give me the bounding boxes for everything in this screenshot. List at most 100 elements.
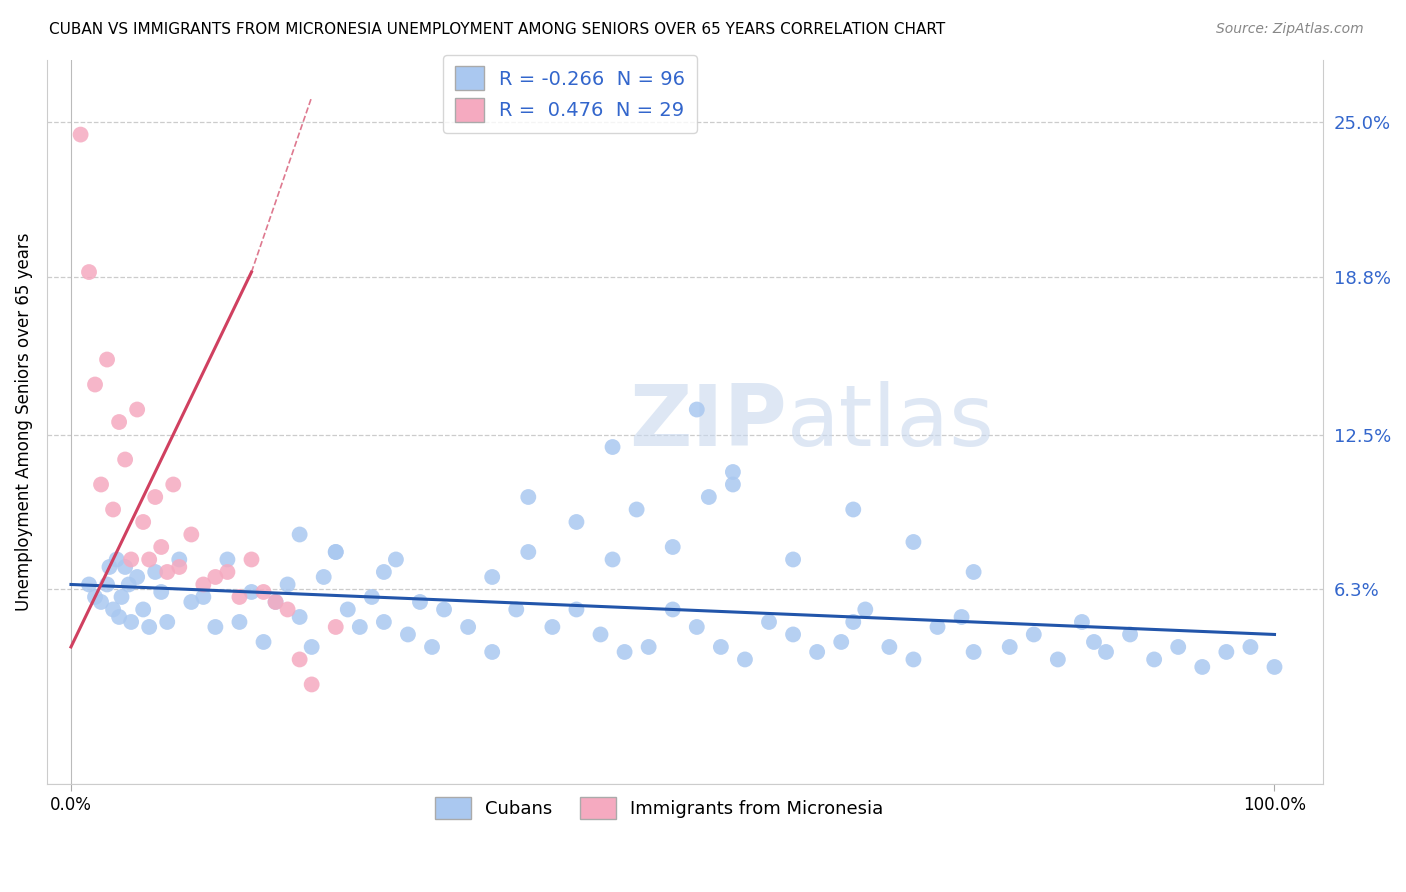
Text: Source: ZipAtlas.com: Source: ZipAtlas.com [1216,22,1364,37]
Point [120,552,142,566]
Point [830,635,852,649]
Point [1239,640,1261,654]
Point [1167,640,1189,654]
Point [481,645,503,659]
Point [84,377,107,392]
Point [962,565,984,579]
Point [1143,652,1166,666]
Point [637,640,659,654]
Point [541,620,564,634]
Point [385,552,408,566]
Point [721,477,744,491]
Point [325,620,347,634]
Point [998,640,1021,654]
Text: CUBAN VS IMMIGRANTS FROM MICRONESIA UNEMPLOYMENT AMONG SENIORS OVER 65 YEARS COR: CUBAN VS IMMIGRANTS FROM MICRONESIA UNEM… [49,22,945,37]
Point [950,610,973,624]
Point [301,677,323,691]
Point [903,535,925,549]
Point [204,620,226,634]
Point [108,610,131,624]
Point [782,552,804,566]
Point [217,552,239,566]
Point [903,652,925,666]
Point [758,615,780,629]
Point [1095,645,1118,659]
Point [156,565,179,579]
Point [409,595,432,609]
Point [264,595,287,609]
Point [602,440,624,454]
Point [842,615,865,629]
Point [1191,660,1213,674]
Point [565,515,588,529]
Point [127,402,149,417]
Point [108,415,131,429]
Point [312,570,335,584]
Point [114,452,136,467]
Point [277,577,299,591]
Point [1215,645,1237,659]
Point [120,615,142,629]
Point [360,590,382,604]
Point [162,477,184,491]
Point [288,527,311,541]
Point [156,615,179,629]
Point [169,560,191,574]
Point [90,595,112,609]
Point [661,540,683,554]
Point [517,545,540,559]
Point [169,552,191,566]
Point [782,627,804,641]
Point [602,552,624,566]
Point [396,627,419,641]
Point [204,570,226,584]
Point [84,590,107,604]
Point [325,545,347,559]
Point [143,490,166,504]
Point [721,465,744,479]
Point [565,602,588,616]
Point [336,602,359,616]
Point [505,602,527,616]
Point [686,402,709,417]
Point [132,602,155,616]
Point [697,490,720,504]
Point [264,595,287,609]
Point [457,620,479,634]
Point [138,620,160,634]
Point [806,645,828,659]
Point [90,477,112,491]
Point [734,652,756,666]
Point [927,620,949,634]
Point [481,570,503,584]
Point [217,565,239,579]
Point [228,615,250,629]
Point [118,577,141,591]
Point [228,590,250,604]
Point [288,652,311,666]
Point [613,645,636,659]
Point [288,610,311,624]
Point [180,595,202,609]
Point [1022,627,1045,641]
Point [101,602,124,616]
Point [517,490,540,504]
Point [1119,627,1142,641]
Text: ZIP: ZIP [628,381,787,464]
Point [853,602,876,616]
Point [150,540,173,554]
Point [349,620,371,634]
Point [1071,615,1094,629]
Point [138,552,160,566]
Point [842,502,865,516]
Point [96,352,118,367]
Point [110,590,132,604]
Point [143,565,166,579]
Point [77,577,100,591]
Point [252,585,274,599]
Point [325,545,347,559]
Point [373,615,395,629]
Point [710,640,733,654]
Point [589,627,612,641]
Point [240,552,263,566]
